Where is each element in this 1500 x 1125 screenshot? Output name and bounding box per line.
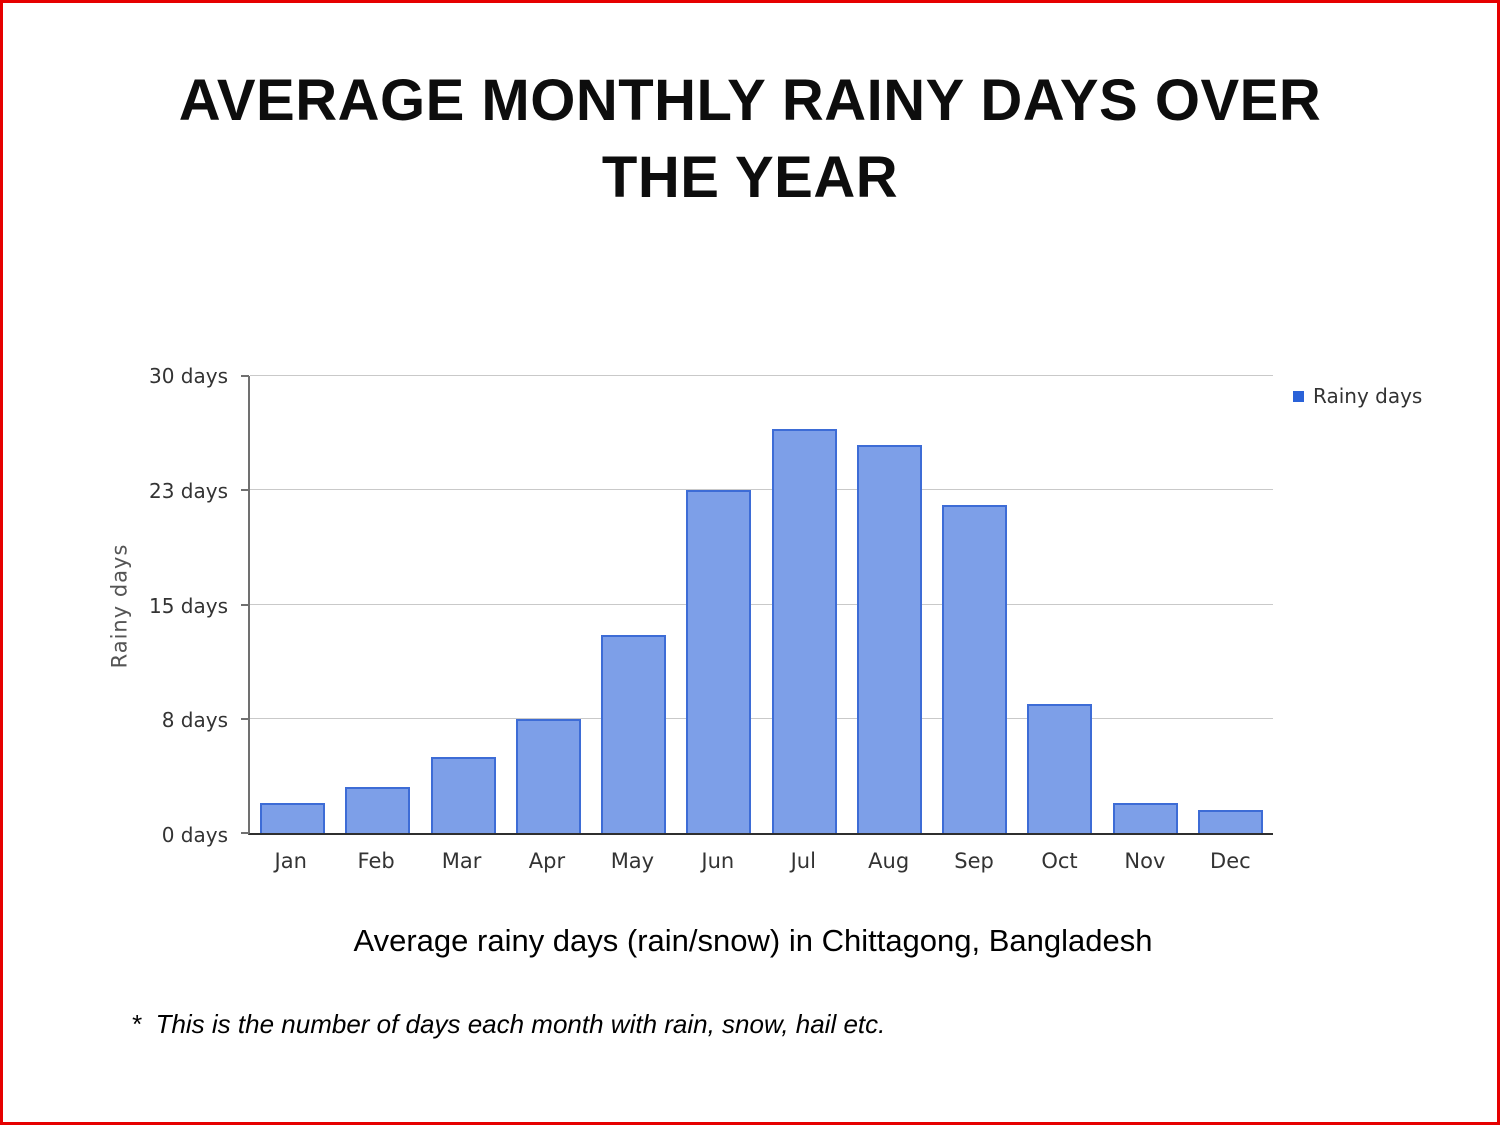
x-tick-label-feb: Feb [357, 849, 395, 873]
x-axis-ticks: Jan Feb Mar Apr May Jun Jul Aug Sep Oct Nov Dec [248, 849, 1273, 873]
x-tick-label-oct: Oct [1041, 849, 1078, 873]
bar-mar [430, 756, 496, 833]
y-axis-title: Rainy days [107, 543, 132, 668]
bar-feb [345, 787, 411, 833]
x-tick-label-jan: Jan [274, 849, 307, 873]
bar-slot [932, 376, 1017, 833]
bar-slot [847, 376, 932, 833]
bar-slot [1017, 376, 1102, 833]
y-tick-label: 23 days [148, 478, 228, 503]
bars [250, 376, 1273, 833]
gridline [250, 375, 1273, 376]
x-tick-label-jul: Jul [790, 849, 816, 873]
x-tick-label-may: May [610, 849, 655, 873]
x-tick-label-jun: Jun [701, 849, 735, 873]
y-tick-label: 15 days [148, 593, 228, 618]
y-axis-tickmark [241, 832, 249, 834]
y-axis-ticks: 0 days 8 days 15 days 23 days 30 days [143, 364, 238, 847]
x-tick-label-sep: Sep [954, 849, 994, 873]
y-axis-tickmark [241, 603, 249, 606]
y-axis-tickmark [241, 375, 249, 377]
bar-dec [1197, 810, 1263, 833]
legend: Rainy days [1293, 384, 1422, 408]
legend-swatch-icon [1293, 390, 1304, 402]
rainy-days-bar-chart: Rainy days 0 days 8 days 15 days 23 days 30 … [3, 3, 1497, 1122]
legend-label: Rainy days [1313, 384, 1423, 408]
x-tick-label-aug: Aug [868, 849, 910, 873]
bar-oct [1027, 703, 1093, 833]
x-tick-label-nov: Nov [1124, 849, 1166, 873]
bar-sep [942, 505, 1008, 833]
gridline [250, 603, 1273, 605]
y-tick-label: 0 days [161, 823, 228, 847]
y-axis-tickmark [241, 717, 249, 720]
bar-jul [771, 429, 837, 833]
x-tick-label-mar: Mar [441, 849, 482, 873]
y-tick-label: 30 days [148, 364, 228, 388]
bar-slot [250, 376, 335, 833]
bar-nov [1112, 802, 1178, 833]
footnote: * This is the number of days each month … [131, 1009, 886, 1039]
x-tick-label-dec: Dec [1210, 849, 1251, 873]
bar-jun [686, 490, 752, 833]
bar-slot [421, 376, 506, 833]
bar-slot [335, 376, 420, 833]
gridline [250, 489, 1273, 491]
page-title-line-1: AVERAGE MONTHLY RAINY DAYS OVER [178, 68, 1322, 133]
bar-slot [1188, 376, 1273, 833]
bar-may [601, 634, 667, 833]
y-tick-label: 8 days [161, 708, 228, 733]
x-tick-label-apr: Apr [528, 849, 566, 873]
bar-slot [1103, 376, 1188, 833]
bar-slot [762, 376, 847, 833]
bar-jan [260, 802, 326, 833]
gridline [250, 717, 1273, 719]
page-title-line-2: THE YEAR [601, 144, 899, 210]
chart-caption: Average rainy days (rain/snow) in Chitta… [353, 923, 1153, 958]
bar-slot [506, 376, 591, 833]
bar-aug [856, 444, 922, 833]
plot-area [241, 375, 1273, 835]
bar-apr [515, 718, 581, 833]
bar-slot [591, 376, 676, 833]
bar-slot [676, 376, 761, 833]
y-axis-tickmark [241, 489, 249, 492]
page-title: AVERAGE MONTHLY RAINY DAYS OVER THE YEAR [100, 63, 1400, 216]
